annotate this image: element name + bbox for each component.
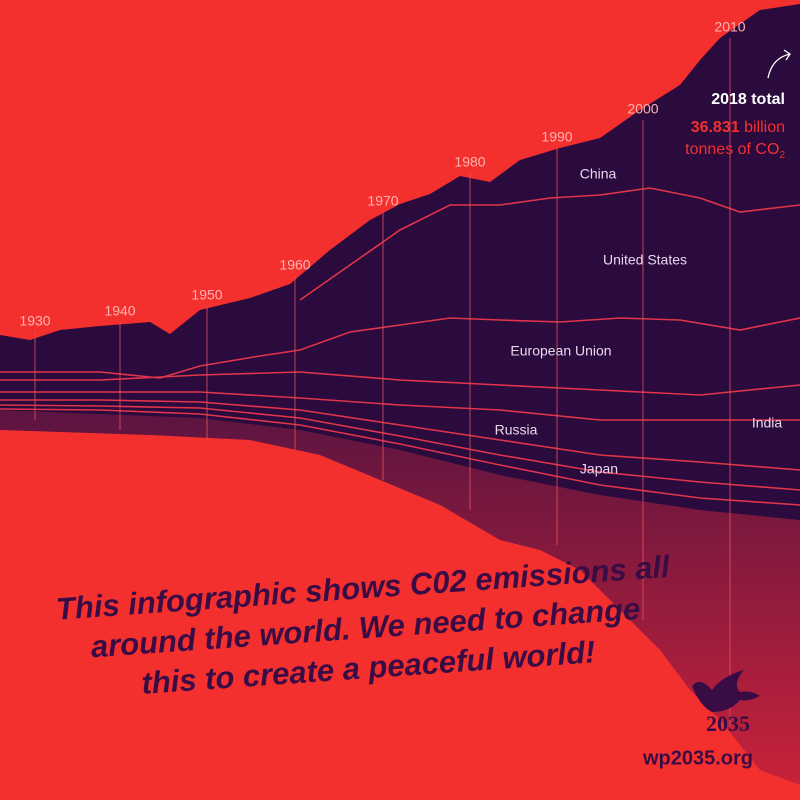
year-label: 1930 [19, 313, 50, 329]
year-label: 2010 [714, 19, 745, 35]
unit: tonnes of CO [685, 141, 779, 158]
total-value: 36.831 billion [691, 119, 785, 136]
stream-other [0, 405, 800, 785]
unit: billion [744, 119, 785, 136]
logo-year: 2035 [706, 711, 750, 736]
country-label: India [752, 415, 783, 431]
year-label: 2000 [627, 101, 658, 117]
country-label: China [580, 166, 617, 182]
country-label: European Union [510, 343, 611, 359]
year-label: 1960 [279, 257, 310, 273]
year-lines [34, 38, 731, 730]
stream-main [0, 4, 800, 520]
year-label: 1940 [104, 303, 135, 319]
dove [692, 670, 760, 712]
country-label: Japan [580, 461, 618, 477]
total-unit: tonnes of CO2 [685, 141, 785, 160]
year-label: 1980 [454, 154, 485, 170]
year-label: 1970 [367, 193, 398, 209]
subscript: 2 [779, 150, 785, 161]
total-label: 2018 total [711, 91, 785, 108]
arrow [767, 49, 791, 79]
country-label: Russia [495, 422, 538, 438]
logo-url: wp2035.org [642, 747, 753, 769]
country-label: United States [603, 252, 687, 268]
year-label: 1990 [541, 129, 572, 145]
year-label: 1950 [191, 287, 222, 303]
value: 36.831 [691, 119, 740, 136]
